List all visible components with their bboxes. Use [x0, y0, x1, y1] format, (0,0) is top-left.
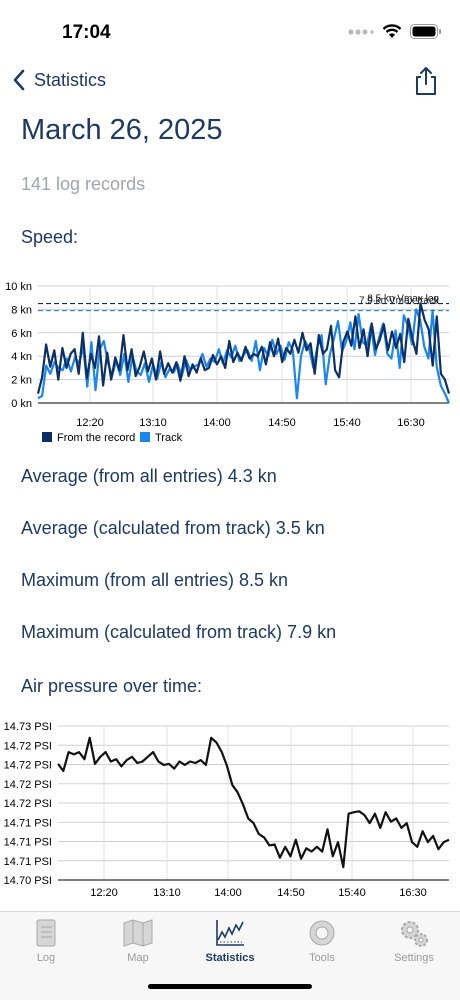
pressure-x-tick-label: 14:50: [277, 887, 305, 899]
pressure-series-line: [57, 736, 450, 869]
status-time: 17:04: [62, 22, 111, 43]
battery-icon: [410, 24, 441, 39]
home-indicator: [148, 984, 312, 989]
stat-maximum-track: Maximum (calculated from track) 7.9 kn: [21, 622, 337, 642]
speed-legend-swatch: [140, 432, 150, 442]
wifi-icon: [382, 24, 402, 38]
status-bar: 17:04: [0, 0, 460, 62]
speed-chart-series: [36, 302, 451, 404]
speed-chart-legend: From the record Track: [42, 432, 183, 444]
tab-map-label: Map: [127, 952, 149, 964]
pressure-x-tick-label: 12:20: [90, 887, 118, 899]
pressure-x-tick-label: 14:00: [214, 887, 242, 899]
page-title: March 26, 2025: [21, 114, 223, 146]
map-icon: [123, 919, 153, 947]
speed-chart-y-ticks: 0 kn 2 kn 4 kn 6 kn 8 kn 10 kn: [5, 281, 32, 410]
pressure-x-tick-label: 15:40: [338, 887, 366, 899]
chevron-left-icon: [13, 69, 25, 91]
pressure-y-tick-label: 14.73 PSI: [4, 721, 52, 733]
tab-map[interactable]: Map: [92, 912, 184, 972]
speed-chart: 0 kn 2 kn 4 kn 6 kn 8 kn 10 kn 12:20 13:10 14:0…: [5, 281, 451, 444]
speed-reference-label: 7.9 kn Vmax track: [359, 296, 440, 307]
pressure-y-tick-label: 14.72 PSI: [4, 798, 52, 810]
speed-x-tick-label: 12:20: [76, 417, 104, 429]
pressure-chart-grid: [58, 725, 449, 881]
speed-y-tick-label: 2 kn: [11, 375, 32, 387]
pressure-section-label: Air pressure over time:: [21, 676, 203, 696]
speed-y-tick-label: 4 kn: [11, 351, 32, 363]
speed-chart-x-ticks: 12:20 13:10 14:00 14:50 15:40 16:30: [76, 417, 425, 429]
speed-x-tick-label: 16:30: [397, 417, 425, 429]
tab-statistics-label: Statistics: [205, 952, 255, 964]
back-button[interactable]: Statistics: [12, 68, 106, 92]
tab-bar: Log Map Statistics Tools Settings: [0, 911, 460, 1000]
lifebuoy-icon: [309, 920, 335, 946]
stat-maximum-entries: Maximum (from all entries) 8.5 kn: [21, 570, 289, 590]
share-button[interactable]: [414, 66, 438, 101]
tab-settings-label: Settings: [394, 952, 434, 964]
pressure-chart: 14.73 PSI 14.72 PSI 14.72 PSI 14.72 PSI 14.7…: [4, 721, 450, 899]
stat-average-entries: Average (from all entries) 4.3 kn: [21, 466, 277, 486]
chart-icon: [216, 920, 244, 946]
status-icons: [348, 24, 442, 39]
cellular-signal-icon: [348, 28, 374, 35]
tab-tools[interactable]: Tools: [276, 912, 368, 972]
back-button-label: Statistics: [34, 69, 107, 90]
pressure-chart-y-ticks: 14.73 PSI 14.72 PSI 14.72 PSI 14.72 PSI 14.7…: [4, 721, 52, 887]
pressure-x-tick-label: 16:30: [399, 887, 427, 899]
speed-y-tick-label: 6 kn: [11, 328, 32, 340]
tab-tools-label: Tools: [309, 952, 335, 964]
speed-y-tick-label: 0 kn: [11, 398, 32, 410]
notebook-icon: [36, 919, 56, 947]
pressure-chart-series: [57, 736, 450, 869]
gears-icon: [401, 921, 428, 947]
speed-legend-swatch: [42, 432, 52, 442]
speed-y-tick-label: 10 kn: [5, 281, 32, 293]
speed-x-tick-label: 14:50: [268, 417, 296, 429]
pressure-y-tick-label: 14.71 PSI: [4, 837, 52, 849]
pressure-y-tick-label: 14.72 PSI: [4, 760, 52, 772]
pressure-y-tick-label: 14.71 PSI: [4, 817, 52, 829]
tab-statistics[interactable]: Statistics: [184, 912, 276, 972]
tab-log-label: Log: [36, 952, 56, 964]
speed-legend-label: From the record: [57, 432, 135, 444]
tab-settings[interactable]: Settings: [368, 912, 460, 972]
speed-x-tick-label: 14:00: [203, 417, 231, 429]
pressure-y-tick-label: 14.71 PSI: [4, 856, 52, 868]
speed-series-line-record: [36, 302, 451, 394]
speed-section-label: Speed:: [21, 227, 79, 247]
pressure-y-tick-label: 14.72 PSI: [4, 779, 52, 791]
speed-x-tick-label: 13:10: [139, 417, 167, 429]
share-icon: [416, 67, 436, 95]
tab-log[interactable]: Log: [0, 912, 92, 972]
pressure-y-tick-label: 14.72 PSI: [4, 740, 52, 752]
log-record-count: 141 log records: [21, 174, 146, 194]
pressure-y-tick-label: 14.70 PSI: [4, 875, 52, 887]
speed-x-tick-label: 15:40: [333, 417, 361, 429]
stat-average-track: Average (calculated from track) 3.5 kn: [21, 518, 325, 538]
pressure-x-tick-label: 13:10: [153, 887, 181, 899]
pressure-chart-x-ticks: 12:20 13:10 14:00 14:50 15:40 16:30: [90, 887, 427, 899]
speed-reference-label: 8.5 kn Vmax log: [367, 294, 439, 305]
speed-y-tick-label: 8 kn: [11, 304, 32, 316]
speed-legend-label: Track: [155, 432, 183, 444]
